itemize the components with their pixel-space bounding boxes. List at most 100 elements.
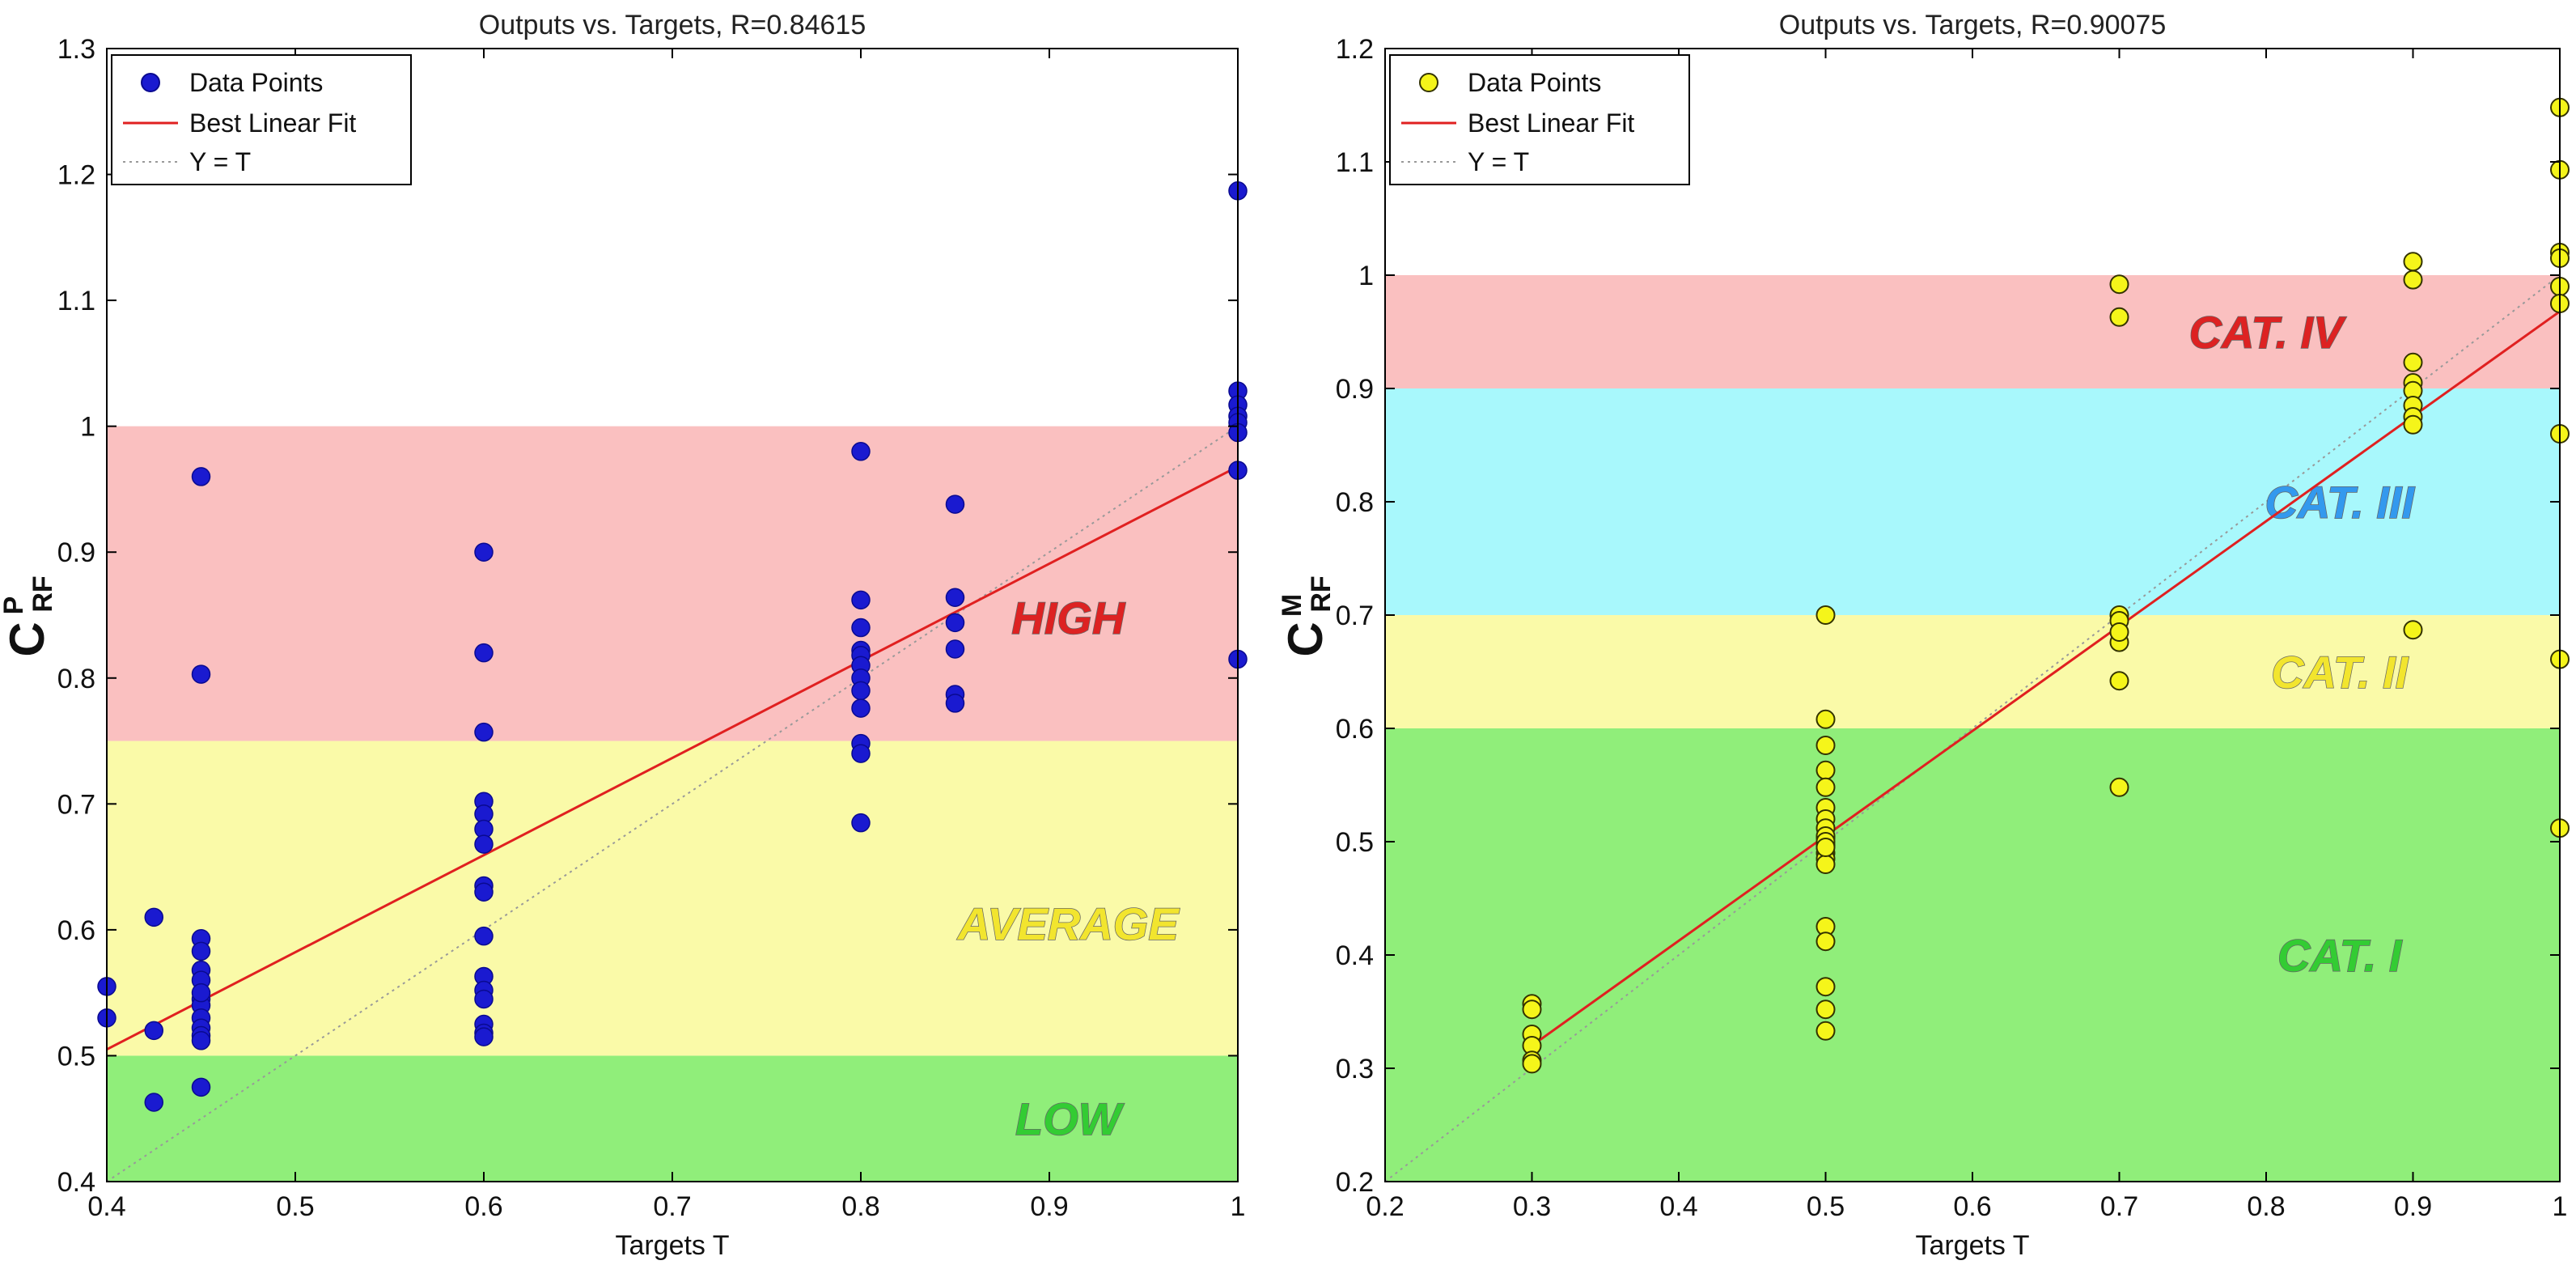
- x-tick-label: 0.7: [2100, 1191, 2138, 1222]
- band-label-high: HIGH: [1011, 592, 1126, 643]
- x-tick-label: 0.5: [1807, 1191, 1845, 1222]
- y-axis-label-sup: M: [1277, 594, 1307, 617]
- legend: Data Points Best Linear Fit Y = T: [1389, 54, 1690, 185]
- data-point: [1815, 760, 1836, 780]
- y-axis-label-sub: RF: [28, 575, 58, 612]
- data-point: [851, 442, 871, 461]
- band-cat-iv: [1385, 275, 2560, 388]
- data-point: [1815, 999, 1836, 1020]
- data-point: [474, 1027, 494, 1046]
- y-axis-label-sup: P: [0, 596, 29, 615]
- x-tick-label: 0.5: [276, 1191, 314, 1222]
- y-tick-label: 0.9: [1336, 374, 1374, 405]
- legend-box: [1389, 54, 1690, 185]
- data-point: [945, 494, 965, 514]
- y-tick-label: 0.8: [57, 664, 95, 694]
- legend-entry: Best Linear Fit: [1468, 108, 1634, 138]
- data-point: [191, 664, 211, 684]
- y-tick-label: 0.5: [57, 1041, 95, 1072]
- y-tick-label: 0.8: [1336, 487, 1374, 518]
- x-tick-label: 0.7: [653, 1191, 691, 1222]
- data-point: [191, 941, 211, 961]
- data-point: [945, 588, 965, 607]
- legend-box: [111, 54, 412, 185]
- identity-line: [107, 425, 1238, 1182]
- y-tick-label: 0.4: [1336, 940, 1374, 971]
- band-label-cat-iv: CAT. IV: [2189, 307, 2347, 358]
- data-point: [2109, 622, 2129, 642]
- chart-title: Outputs vs. Targets, R=0.90075: [1779, 10, 2167, 40]
- data-point: [1522, 1054, 1542, 1074]
- y-tick-label: 0.7: [1336, 601, 1374, 631]
- x-tick-label: 0.6: [1953, 1191, 1991, 1222]
- legend-entry: Data Points: [189, 68, 323, 97]
- data-point: [2403, 270, 2423, 290]
- data-point: [1815, 932, 1836, 952]
- identity-line: [1385, 274, 2560, 1182]
- data-point: [191, 1031, 211, 1050]
- band-high: [107, 426, 1238, 741]
- x-tick-label: 0.3: [1513, 1191, 1551, 1222]
- legend-marker-data-points: [1419, 73, 1438, 92]
- x-tick-label: 0.4: [1659, 1191, 1697, 1222]
- data-point: [474, 542, 494, 562]
- y-tick-label: 0.3: [1336, 1054, 1374, 1084]
- y-tick-label: 0.6: [57, 915, 95, 946]
- y-axis-label-main: C: [1278, 622, 1332, 656]
- data-point: [945, 639, 965, 659]
- data-point: [2109, 274, 2129, 295]
- data-point: [474, 834, 494, 854]
- best-linear-fit-line: [1531, 310, 2560, 1047]
- data-point: [474, 882, 494, 902]
- x-tick-label: 0.8: [2247, 1191, 2285, 1222]
- data-point: [2403, 414, 2423, 435]
- data-point: [1815, 1021, 1836, 1041]
- data-point: [1815, 605, 1836, 625]
- y-tick-label: 1: [1358, 261, 1374, 291]
- legend-entry: Data Points: [1468, 68, 1601, 97]
- x-tick-label: 1: [1231, 1191, 1246, 1222]
- data-point: [1522, 999, 1542, 1020]
- data-point: [851, 813, 871, 833]
- legend-entry: Best Linear Fit: [189, 108, 356, 138]
- band-cat-i: [1385, 728, 2560, 1182]
- y-tick-label: 0.7: [57, 789, 95, 820]
- legend-entry: Y = T: [189, 147, 251, 176]
- y-axis-label-sub: RF: [1306, 575, 1337, 612]
- data-point: [851, 590, 871, 610]
- data-point: [1815, 777, 1836, 797]
- data-point: [474, 643, 494, 663]
- chart-left: LOW AVERAGE HIGH 0.4 0.5 0.6 0.7 0.8 0.9 1 0.4 0.5 0…: [0, 10, 1248, 1261]
- data-point: [191, 467, 211, 486]
- data-point: [945, 613, 965, 633]
- x-tick-label: 1: [2553, 1191, 2568, 1222]
- data-point: [2109, 671, 2129, 691]
- x-axis-label: Targets T: [615, 1230, 729, 1261]
- data-point: [474, 722, 494, 742]
- band-average: [107, 741, 1238, 1056]
- band-label-low: LOW: [1015, 1093, 1125, 1144]
- data-point: [2109, 307, 2129, 327]
- data-point: [2109, 777, 2129, 797]
- band-cat-ii: [1385, 615, 2560, 728]
- y-tick-label: 0.6: [1336, 714, 1374, 745]
- y-tick-label: 1.2: [1336, 34, 1374, 65]
- data-point: [1815, 838, 1836, 857]
- data-point: [851, 681, 871, 701]
- x-tick-label: 0.9: [1030, 1191, 1068, 1222]
- y-tick-label: 0.2: [1336, 1167, 1374, 1198]
- y-tick-label: 1.1: [57, 286, 95, 316]
- data-point: [1815, 855, 1836, 874]
- y-tick-label: 1.2: [57, 160, 95, 191]
- legend-marker-data-points: [141, 73, 160, 92]
- y-axis-label-main: C: [0, 622, 54, 656]
- data-point: [851, 698, 871, 718]
- x-tick-label: 0.4: [87, 1191, 125, 1222]
- x-tick-label: 0.9: [2394, 1191, 2432, 1222]
- data-point: [2403, 252, 2423, 272]
- data-point: [851, 744, 871, 763]
- data-point: [1815, 977, 1836, 997]
- data-point: [144, 1021, 163, 1041]
